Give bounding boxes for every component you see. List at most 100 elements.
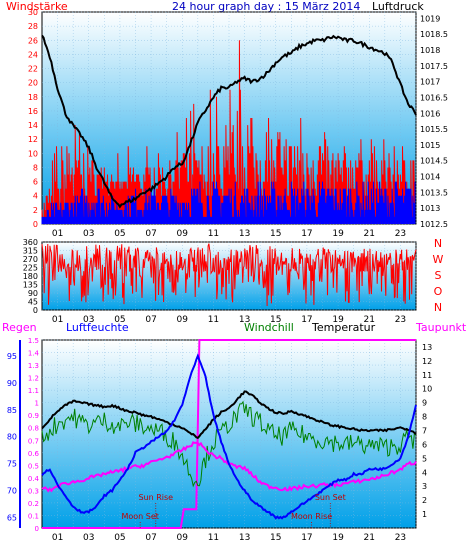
wind-y-tick: 24 (28, 50, 38, 59)
wind-y-tick: 8 (33, 163, 38, 172)
humidity-y-tick: 95 (7, 352, 17, 361)
pressure-y-tick: 1015 (420, 141, 440, 150)
compass-letter: W (433, 253, 444, 266)
weather-x-tick: 07 (145, 533, 156, 543)
weather-x-tick: 15 (270, 533, 281, 543)
temperature-y-tick: 9 (422, 399, 427, 408)
rain-y-tick: 1.4 (28, 350, 40, 358)
windchill-series (41, 400, 417, 488)
wind-x-tick: 23 (395, 229, 406, 239)
direction-x-tick: 21 (364, 315, 375, 325)
humidity-y-tick: 70 (7, 486, 17, 495)
direction-y-tick: 0 (33, 306, 38, 315)
direction-y-tick: 135 (23, 281, 38, 290)
temperature-y-tick: 8 (422, 413, 427, 422)
wind-x-tick: 15 (270, 229, 281, 239)
rain-y-tick: 1.2 (28, 375, 39, 383)
compass-letter: N (434, 301, 442, 314)
wind-x-tick: 09 (177, 229, 189, 239)
weather-x-tick: 01 (52, 533, 63, 543)
temperature-y-tick: 6 (422, 440, 427, 449)
pressure-series (41, 34, 417, 209)
humidity-series (41, 353, 417, 520)
rain-y-tick: 1.1 (28, 387, 39, 395)
rain-y-tick: 0.2 (28, 500, 39, 508)
wind-y-tick: 10 (28, 149, 38, 158)
wind-x-tick: 17 (301, 229, 312, 239)
humidity-y-tick: 85 (7, 406, 17, 415)
pressure-y-tick: 1013.5 (420, 188, 448, 197)
weather-x-tick: 03 (83, 533, 94, 543)
dewpoint-label: Taupunkt (415, 321, 467, 334)
temperature-y-tick: 5 (422, 454, 427, 463)
weather-x-tick: 13 (239, 533, 250, 543)
pressure-y-tick: 1019 (420, 14, 440, 23)
wind-direction-series (41, 243, 417, 307)
wind-gust-series (41, 181, 416, 225)
weather-x-tick: 21 (364, 533, 375, 543)
wind-y-tick: 30 (28, 8, 38, 17)
direction-y-tick: 45 (28, 298, 38, 307)
pressure-y-tick: 1012.5 (420, 220, 448, 229)
pressure-y-tick: 1014 (420, 173, 440, 182)
compass-letter: N (434, 237, 442, 250)
humidity-y-tick: 65 (7, 513, 17, 522)
weather-x-tick: 09 (177, 533, 189, 543)
rain-y-tick: 0.3 (28, 487, 39, 495)
wind-x-tick: 07 (145, 229, 156, 239)
rain-y-tick: 1.3 (28, 362, 39, 370)
compass-letter: O (434, 285, 443, 298)
wind-x-tick: 03 (83, 229, 94, 239)
rain-series (42, 339, 416, 529)
rain-y-tick: 0.5 (28, 462, 39, 470)
rain-y-tick: 1 (35, 400, 39, 408)
weather-x-tick: 17 (301, 533, 312, 543)
chart-title: 24 hour graph day : 15 März 2014 (172, 0, 360, 13)
temperature-y-tick: 7 (422, 427, 427, 436)
pressure-y-tick: 1015.5 (420, 125, 448, 134)
humidity-y-tick: 75 (7, 460, 17, 469)
annotation-moon-set: Moon Set (121, 512, 158, 521)
direction-panel-data (41, 243, 417, 307)
pressure-y-tick: 1014.5 (420, 157, 448, 166)
wind-y-tick: 4 (33, 192, 38, 201)
wind-x-tick: 11 (208, 229, 219, 239)
wind-y-tick: 6 (33, 178, 38, 187)
temperature-y-tick: 11 (422, 371, 432, 380)
wind-y-tick: 0 (33, 220, 38, 229)
pressure-axis-label: Luftdruck (372, 0, 424, 13)
direction-x-tick: 07 (145, 315, 156, 325)
temperature-y-tick: 4 (422, 468, 427, 477)
pressure-y-tick: 1013 (420, 204, 440, 213)
temperature-label: Temperatur (311, 321, 376, 334)
temperature-series (41, 390, 417, 440)
rain-y-tick: 0.7 (28, 437, 39, 445)
pressure-y-tick: 1018 (420, 46, 440, 55)
pressure-y-tick: 1016 (420, 109, 440, 118)
wind-y-tick: 22 (28, 65, 38, 74)
wind-axis-label: Windstärke (6, 0, 68, 13)
temperature-y-tick: 3 (422, 482, 427, 491)
direction-y-tick: 90 (28, 289, 38, 298)
pressure-y-tick: 1017.5 (420, 62, 448, 71)
wind-y-tick: 20 (28, 79, 38, 88)
wind-panel-data (41, 34, 417, 225)
wind-panel-grid (42, 11, 417, 225)
rain-y-tick: 0.9 (28, 412, 39, 420)
direction-y-tick: 360 (23, 238, 38, 247)
direction-x-tick: 19 (332, 315, 344, 325)
direction-x-tick: 01 (52, 315, 63, 325)
rain-y-tick: 0.6 (28, 450, 40, 458)
temperature-y-tick: 2 (422, 496, 427, 505)
rain-label: Regen (2, 321, 37, 334)
direction-panel-axes: 01 03 05 07 09 11 13 15 17 19 21 23 0459013518022527… (23, 238, 406, 325)
pressure-y-tick: 1016.5 (420, 93, 448, 102)
direction-x-tick: 11 (208, 315, 219, 325)
wind-y-tick: 16 (28, 107, 38, 116)
rain-y-tick: 1.5 (28, 337, 39, 345)
rain-y-tick: 0.8 (28, 425, 39, 433)
pressure-y-tick: 1018.5 (420, 30, 448, 39)
direction-y-tick: 270 (23, 255, 38, 264)
direction-x-tick: 05 (114, 315, 125, 325)
